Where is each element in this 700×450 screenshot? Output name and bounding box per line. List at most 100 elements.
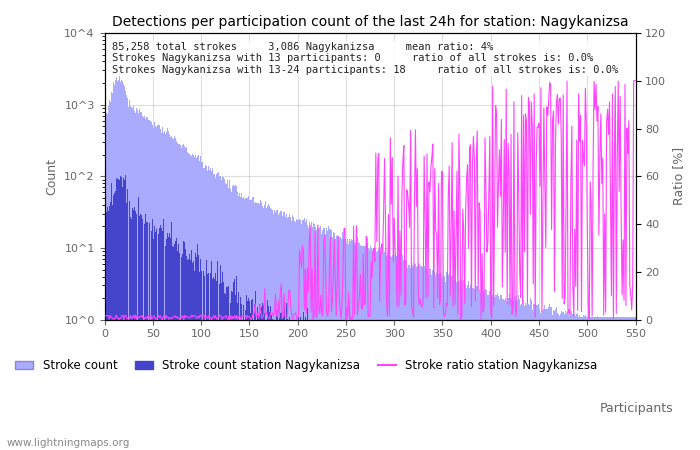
Bar (336, 236, 337, 450)
Bar (316, 230, 317, 450)
Bar (418, 263, 419, 450)
Bar (253, 202, 255, 450)
Bar (334, 233, 335, 450)
Bar (452, 383, 453, 450)
Bar (257, 202, 258, 450)
Bar (578, 317, 579, 450)
Bar (331, 335, 332, 450)
Bar (174, 141, 176, 450)
Bar (446, 371, 447, 450)
Bar (587, 414, 588, 450)
Bar (235, 185, 237, 450)
Bar (626, 317, 627, 450)
Bar (554, 310, 555, 450)
Bar (515, 297, 517, 450)
Bar (131, 107, 132, 450)
Bar (384, 252, 385, 450)
Bar (504, 300, 505, 450)
Bar (542, 311, 543, 450)
Bar (191, 250, 192, 450)
Bar (284, 212, 285, 450)
Bar (507, 298, 508, 450)
Bar (120, 81, 121, 450)
Bar (563, 311, 564, 450)
Bar (575, 405, 576, 450)
Bar (480, 292, 481, 450)
Bar (388, 351, 389, 450)
Bar (417, 266, 418, 450)
Bar (270, 208, 271, 450)
Bar (593, 411, 594, 450)
Bar (277, 210, 278, 450)
Bar (364, 246, 365, 450)
Bar (482, 396, 484, 450)
Bar (403, 356, 405, 450)
Bar (553, 310, 554, 450)
Bar (159, 125, 160, 450)
Bar (503, 389, 504, 450)
Bar (327, 344, 328, 450)
Bar (183, 241, 184, 450)
Bar (454, 278, 456, 450)
Bar (607, 317, 608, 450)
Bar (263, 306, 265, 450)
Bar (224, 293, 225, 450)
Bar (406, 261, 407, 450)
Bar (272, 319, 273, 450)
Bar (372, 251, 373, 450)
Bar (261, 202, 262, 450)
Bar (502, 299, 503, 450)
Bar (156, 229, 157, 450)
Bar (120, 176, 121, 450)
Bar (451, 276, 452, 450)
Bar (570, 315, 571, 450)
Bar (387, 253, 388, 450)
Bar (283, 212, 284, 450)
Bar (210, 273, 211, 450)
Bar (546, 309, 547, 450)
Bar (551, 306, 552, 450)
Bar (492, 296, 493, 450)
Bar (438, 373, 439, 450)
Bar (288, 217, 289, 450)
Bar (153, 128, 154, 450)
Bar (502, 412, 503, 450)
Bar (186, 256, 187, 450)
Bar (379, 253, 380, 450)
Bar (334, 344, 335, 450)
Bar (620, 317, 621, 450)
Bar (440, 385, 441, 450)
Bar (197, 255, 199, 450)
Bar (279, 319, 280, 450)
Bar (454, 378, 456, 450)
Bar (395, 359, 397, 450)
Bar (116, 76, 117, 450)
Bar (430, 368, 431, 450)
Bar (424, 379, 425, 450)
Bar (510, 409, 512, 450)
Bar (550, 406, 551, 450)
Bar (217, 261, 218, 450)
Bar (499, 299, 500, 450)
Bar (216, 282, 217, 450)
Bar (589, 317, 591, 450)
Bar (444, 360, 445, 450)
Bar (345, 239, 346, 450)
Bar (112, 93, 113, 450)
Bar (117, 81, 118, 450)
Bar (201, 162, 202, 450)
Bar (235, 295, 237, 450)
Bar (617, 317, 619, 450)
Bar (509, 394, 510, 450)
Bar (267, 206, 268, 450)
Bar (237, 192, 238, 450)
Bar (280, 313, 281, 450)
Bar (301, 325, 302, 450)
Bar (473, 288, 474, 450)
Bar (190, 260, 191, 450)
Bar (164, 131, 165, 450)
Bar (421, 360, 423, 450)
Bar (139, 109, 140, 450)
Bar (207, 274, 209, 450)
Bar (204, 276, 205, 450)
